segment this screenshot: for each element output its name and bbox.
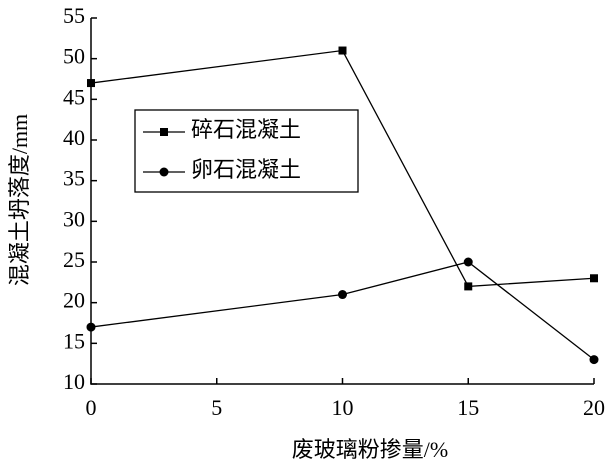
x-tick-label: 5 — [211, 395, 222, 420]
legend-marker — [160, 128, 168, 136]
x-tick-label: 0 — [86, 395, 97, 420]
legend-label: 碎石混凝土 — [191, 117, 301, 142]
y-tick-label: 45 — [63, 84, 85, 109]
legend-box — [134, 109, 359, 193]
legend-marker — [159, 167, 169, 177]
y-tick-label: 50 — [63, 44, 85, 69]
y-tick-label: 35 — [63, 166, 85, 191]
data-point — [86, 322, 96, 332]
series-line — [90, 49, 595, 288]
data-point — [464, 282, 473, 291]
y-tick-label: 40 — [63, 125, 85, 150]
data-point — [338, 290, 347, 300]
y-tick-label: 15 — [63, 328, 85, 353]
y-axis-label: 混凝土坍落度/mm — [7, 114, 32, 286]
data-point — [590, 274, 598, 283]
y-tick-label: 55 — [63, 3, 85, 28]
data-point — [463, 257, 473, 267]
data-point — [589, 355, 599, 365]
data-point — [87, 79, 95, 88]
y-tick-label: 10 — [63, 369, 85, 394]
x-tick-label: 15 — [457, 395, 479, 420]
y-tick-label: 25 — [63, 247, 85, 272]
y-tick-label: 30 — [63, 206, 85, 231]
series-line — [90, 261, 595, 361]
x-tick-label: 20 — [583, 395, 605, 420]
legend-label: 卵石混凝土 — [191, 157, 301, 182]
data-point — [338, 46, 347, 55]
y-tick-label: 20 — [63, 288, 85, 313]
x-axis-label: 废玻璃粉掺量/% — [292, 437, 448, 462]
x-tick-label: 10 — [332, 395, 354, 420]
